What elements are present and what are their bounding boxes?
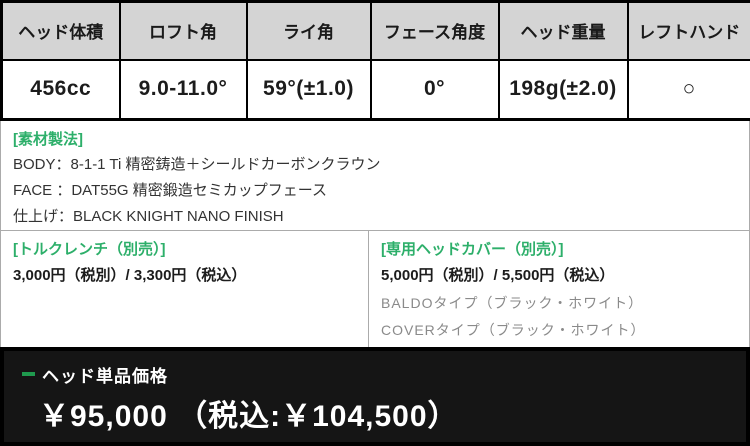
spec-value-head-volume: 456cc bbox=[0, 58, 121, 121]
dash-icon bbox=[22, 372, 35, 376]
spec-table: ヘッド体積 ロフト角 ライ角 フェース角度 ヘッド重量 レフトハンド 456cc… bbox=[0, 0, 750, 121]
price-bar-amount: ￥95,000 （税込:￥104,500） bbox=[39, 400, 459, 433]
head-cover-title: [専用ヘッドカバー（別売）] bbox=[381, 241, 564, 258]
head-cover-variant-baldo: BALDOタイプ（ブラック・ホワイト） bbox=[381, 295, 644, 311]
spec-header-row: ヘッド体積 ロフト角 ライ角 フェース角度 ヘッド重量 レフトハンド bbox=[0, 0, 750, 61]
head-cover-variant-cover: COVERタイプ（ブラック・ホワイト） bbox=[381, 322, 646, 338]
spec-value-head-weight: 198g(±2.0) bbox=[497, 58, 629, 121]
spec-header-head-volume: ヘッド体積 bbox=[0, 0, 121, 61]
spec-header-loft-angle: ロフト角 bbox=[118, 0, 248, 61]
torque-wrench-section: [トルクレンチ（別売）] 3,000円（税別）/ 3,300円（税込） bbox=[1, 231, 369, 347]
options-section: [トルクレンチ（別売）] 3,000円（税別）/ 3,300円（税込） [専用ヘ… bbox=[0, 230, 750, 347]
material-section: [素材製法] BODY：8-1-1 Ti 精密鋳造＋シールドカーボンクラウン F… bbox=[0, 121, 750, 230]
torque-wrench-title: [トルクレンチ（別売）] bbox=[13, 241, 166, 258]
head-cover-section: [専用ヘッドカバー（別売）] 5,000円（税別）/ 5,500円（税込） BA… bbox=[369, 231, 749, 347]
price-bar-label: ヘッド単品価格 bbox=[42, 366, 168, 386]
spec-header-left-hand: レフトハンド bbox=[626, 0, 750, 61]
spec-header-face-angle: フェース角度 bbox=[369, 0, 500, 61]
spec-value-face-angle: 0° bbox=[369, 58, 500, 121]
material-line-finish: 仕上げ：BLACK KNIGHT NANO FINISH bbox=[13, 208, 284, 225]
spec-header-lie-angle: ライ角 bbox=[245, 0, 372, 61]
price-bar: ヘッド単品価格 ￥95,000 （税込:￥104,500） bbox=[0, 347, 750, 446]
material-section-title: [素材製法] bbox=[13, 131, 83, 148]
torque-wrench-price: 3,000円（税別）/ 3,300円（税込） bbox=[13, 267, 247, 284]
spec-value-loft-angle: 9.0-11.0° bbox=[118, 58, 248, 121]
spec-value-lie-angle: 59°(±1.0) bbox=[245, 58, 372, 121]
head-cover-price: 5,000円（税別）/ 5,500円（税込） bbox=[381, 267, 615, 284]
material-line-body: BODY：8-1-1 Ti 精密鋳造＋シールドカーボンクラウン bbox=[13, 156, 381, 173]
spec-header-head-weight: ヘッド重量 bbox=[497, 0, 629, 61]
spec-value-row: 456cc 9.0-11.0° 59°(±1.0) 0° 198g(±2.0) … bbox=[0, 58, 750, 121]
price-bar-label-row: ヘッド単品価格 bbox=[22, 361, 746, 387]
spec-value-left-hand-circle: ○ bbox=[626, 58, 750, 121]
material-line-face: FACE ：DAT55G 精密鍛造セミカップフェース bbox=[13, 182, 328, 199]
